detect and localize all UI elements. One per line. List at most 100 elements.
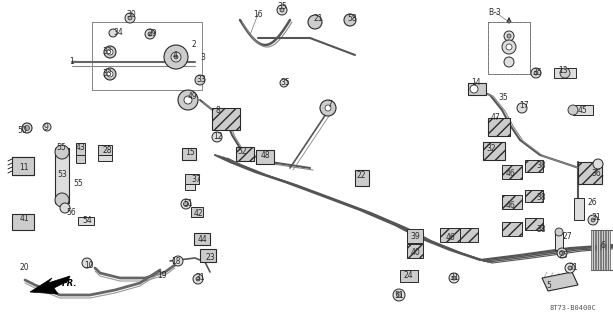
Text: 48: 48 [260,150,270,159]
Bar [12,157,34,175]
Text: 35: 35 [498,92,508,101]
Text: 8: 8 [216,106,221,115]
Bar [200,249,216,262]
Bar [525,218,543,230]
Circle shape [184,96,192,104]
Text: 32: 32 [486,143,496,153]
Polygon shape [542,272,578,291]
Text: 18: 18 [171,257,181,266]
Text: 31: 31 [195,274,205,283]
Bar [76,143,85,155]
Text: 40: 40 [411,247,421,257]
Bar [488,22,530,74]
Text: 17: 17 [519,100,529,109]
Circle shape [504,57,514,67]
Circle shape [591,218,595,222]
Circle shape [397,292,402,298]
Circle shape [55,145,69,159]
Text: 43: 43 [75,142,85,151]
Text: 54: 54 [82,215,92,225]
Circle shape [107,71,113,77]
Text: 8T73-B0400C: 8T73-B0400C [550,305,596,311]
Bar [400,270,418,282]
Circle shape [531,68,541,78]
Circle shape [344,14,356,26]
Circle shape [588,215,598,225]
Bar [573,105,593,115]
Bar [212,108,240,130]
Bar [236,147,254,161]
Circle shape [125,13,135,23]
Bar [591,230,593,270]
Bar [256,150,274,164]
Text: 9: 9 [44,123,48,132]
Circle shape [507,34,511,38]
Circle shape [193,274,203,284]
Text: 25: 25 [558,251,568,260]
Text: 13: 13 [558,66,568,75]
Text: 36: 36 [591,169,601,178]
Bar [191,207,203,217]
Text: 37: 37 [191,174,201,183]
Circle shape [470,85,478,93]
Bar [502,165,522,179]
Circle shape [320,100,336,116]
Bar [609,230,611,270]
Bar [555,232,563,250]
Circle shape [55,193,69,207]
Circle shape [593,159,603,169]
Text: 1: 1 [70,57,74,66]
Bar [601,230,603,270]
Circle shape [82,258,92,268]
Circle shape [555,228,563,236]
Polygon shape [30,276,70,294]
Text: 14: 14 [471,77,481,86]
Text: 51: 51 [183,198,193,207]
Bar [488,22,530,74]
Bar [98,145,112,155]
Text: 50: 50 [17,125,27,134]
Circle shape [43,123,51,131]
Bar [604,230,606,270]
Circle shape [22,123,32,133]
Bar [574,198,584,220]
Circle shape [104,68,116,80]
Text: 53: 53 [57,170,67,179]
Text: 31: 31 [449,273,459,282]
Bar [440,228,460,242]
Bar [407,244,423,258]
Text: 46: 46 [506,201,516,210]
Text: 42: 42 [193,209,203,218]
Text: 27: 27 [562,231,572,241]
Text: 20: 20 [19,263,29,273]
Bar [483,142,505,160]
Text: 22: 22 [356,171,366,180]
Bar [525,160,543,172]
Bar [488,118,510,136]
Circle shape [534,71,538,75]
Bar [92,22,202,90]
Circle shape [164,45,188,69]
Text: 51: 51 [394,292,404,300]
Text: 3: 3 [200,52,205,61]
Circle shape [181,199,191,209]
Text: 10: 10 [84,261,94,270]
Text: 16: 16 [253,10,263,19]
Bar [76,155,85,163]
Text: 38: 38 [536,161,546,170]
Text: 30: 30 [126,10,136,19]
Text: 7: 7 [327,100,332,108]
Text: 4: 4 [173,51,177,60]
Circle shape [560,68,570,78]
Bar [596,230,598,270]
Text: 19: 19 [157,270,167,279]
Text: 52: 52 [237,147,247,156]
Circle shape [109,29,117,37]
Bar [593,230,595,270]
Bar [502,222,522,236]
Circle shape [517,103,527,113]
Bar [12,214,34,230]
Text: 46: 46 [506,169,516,178]
Circle shape [280,8,284,12]
Text: 58: 58 [347,13,357,22]
